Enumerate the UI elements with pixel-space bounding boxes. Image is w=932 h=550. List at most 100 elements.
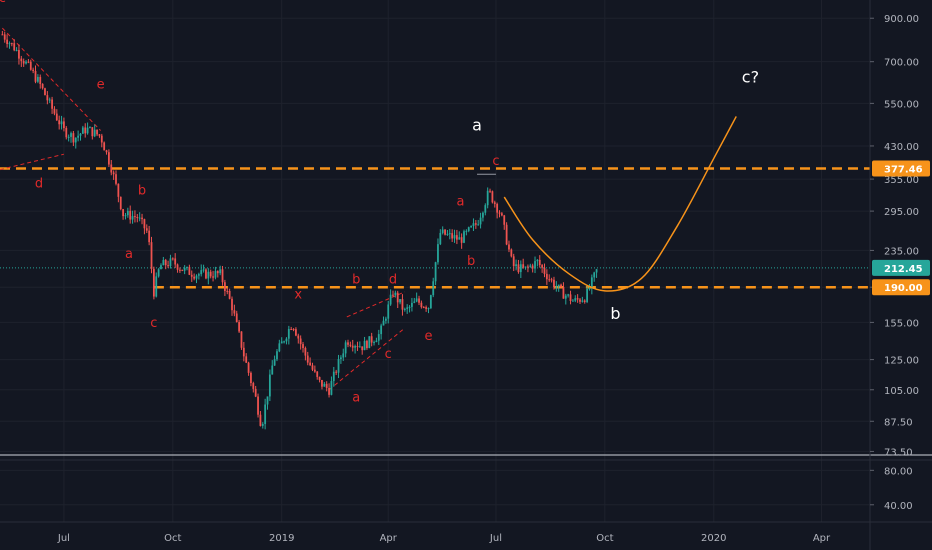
- candle-body: [510, 249, 513, 257]
- candle-body: [27, 61, 30, 63]
- candle-body: [486, 190, 489, 206]
- candle-body: [235, 313, 238, 323]
- candle-body: [512, 256, 515, 267]
- candle-body: [401, 299, 404, 310]
- y-tick-label: 900.00: [884, 14, 919, 25]
- candle-body: [408, 306, 411, 308]
- projection-curve: [503, 116, 737, 292]
- candle-body: [96, 129, 98, 135]
- candle-body: [131, 216, 134, 220]
- wave-label: x: [294, 287, 302, 302]
- candle-body: [216, 271, 219, 274]
- candle-body: [136, 217, 139, 219]
- candle-body: [276, 351, 278, 360]
- candle-body: [145, 228, 148, 231]
- candle-body: [354, 346, 357, 348]
- candle-body: [186, 267, 188, 269]
- candle-body: [460, 237, 463, 243]
- trend-line[interactable]: [0, 153, 65, 171]
- level-price-badge: [872, 160, 930, 177]
- candle-body: [48, 99, 51, 101]
- candle-body: [91, 127, 94, 137]
- candle-body: [420, 302, 423, 308]
- candle-body: [143, 219, 146, 229]
- wave-label: d: [35, 177, 43, 192]
- current-price-badge-label: 212.45: [884, 264, 923, 275]
- candle-body: [134, 216, 136, 218]
- wave-label-major: c?: [742, 68, 759, 87]
- candle-body: [205, 269, 207, 279]
- candle-body: [290, 329, 293, 331]
- candle-body: [148, 230, 151, 243]
- candle-body: [387, 304, 390, 319]
- candle-body: [337, 359, 340, 373]
- candle-body: [72, 133, 75, 143]
- candle-body: [117, 183, 120, 197]
- x-tick-label: Jul: [489, 533, 502, 544]
- candle-body: [46, 95, 49, 101]
- candle-body: [316, 371, 319, 377]
- indicator-axis[interactable]: 80.00 40.00: [870, 466, 913, 512]
- candle-body: [474, 223, 477, 225]
- trend-line[interactable]: [328, 327, 406, 391]
- candle-body: [330, 381, 333, 395]
- candle-body: [458, 237, 461, 240]
- candle-body: [477, 224, 480, 226]
- candle-body: [491, 191, 494, 203]
- candle-body: [505, 224, 508, 245]
- candle-body: [207, 271, 210, 279]
- candle-body: [576, 298, 579, 300]
- candle-body: [171, 258, 174, 260]
- candle-body: [259, 414, 262, 426]
- candle-body: [413, 301, 416, 303]
- x-tick-label: 2019: [269, 533, 294, 544]
- candle-body: [271, 365, 274, 375]
- candle-body: [517, 264, 520, 273]
- candle-body: [418, 298, 420, 303]
- candle-body: [562, 286, 565, 299]
- candle-body: [41, 83, 44, 89]
- candle-body: [557, 284, 560, 287]
- y-tick-label: 295.00: [884, 207, 919, 218]
- candle-body: [595, 269, 598, 273]
- time-axis[interactable]: Jul Oct 2019 Apr Jul Oct 2020 Apr: [57, 533, 831, 544]
- wave-label: c: [150, 316, 157, 331]
- candle-body: [162, 260, 165, 266]
- candle-body: [266, 396, 269, 405]
- candle-body: [498, 212, 501, 214]
- candle-body: [152, 268, 155, 297]
- candle-body: [441, 229, 444, 233]
- candle-body: [536, 259, 539, 262]
- x-tick-label: Jul: [57, 533, 70, 544]
- candle-body: [306, 355, 309, 363]
- candle-body: [361, 346, 364, 351]
- x-tick-label: Apr: [380, 533, 398, 544]
- candle-body: [406, 307, 409, 309]
- candle-body: [529, 265, 532, 267]
- candle-body: [586, 289, 589, 303]
- candle-body: [188, 267, 191, 275]
- candle-body: [155, 276, 158, 297]
- grid-lines: [0, 0, 870, 522]
- candle-body: [399, 299, 401, 303]
- candle-body: [74, 137, 77, 143]
- candle-body: [254, 388, 257, 397]
- candle-body: [212, 276, 214, 278]
- y-tick-label: 73.50: [884, 447, 913, 458]
- candle-body: [472, 223, 475, 227]
- candle-body: [463, 231, 465, 243]
- candle-body: [8, 43, 11, 45]
- candle-body: [325, 383, 328, 388]
- wave-label: a: [352, 391, 360, 406]
- candle-body: [451, 233, 454, 239]
- candle-body: [226, 290, 229, 292]
- candle-body: [593, 272, 596, 278]
- candle-body: [446, 233, 449, 235]
- candle-body: [1, 34, 4, 36]
- candle-body: [93, 129, 96, 137]
- candle-body: [538, 259, 541, 266]
- candle-body: [126, 210, 129, 216]
- candle-body: [560, 284, 562, 287]
- candle-body: [197, 274, 200, 276]
